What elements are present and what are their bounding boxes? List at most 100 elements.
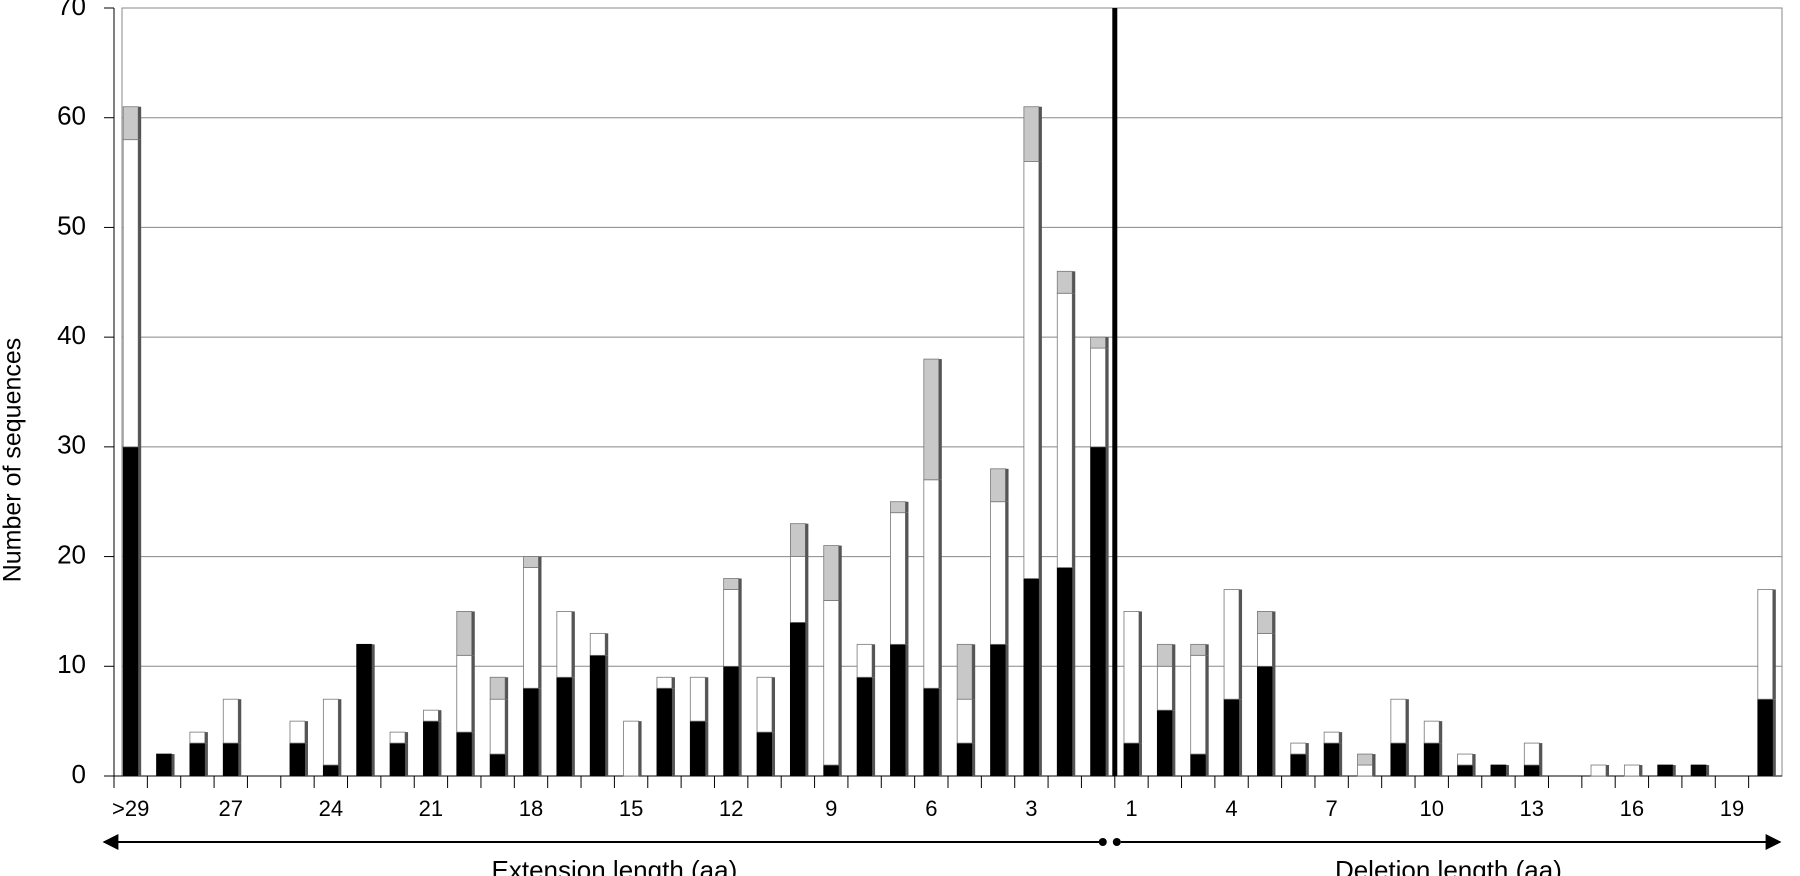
bar-segment — [1357, 753, 1373, 766]
x-tick-label: 21 — [419, 796, 443, 821]
bar-side — [338, 699, 342, 766]
bar-side — [1772, 699, 1776, 776]
x-tick-label: 13 — [1520, 796, 1544, 821]
x-tick-label: 24 — [319, 796, 343, 821]
bar-side — [938, 688, 942, 776]
bar-side — [1372, 754, 1376, 766]
y-tick-label: 60 — [57, 101, 86, 131]
bar-side — [805, 523, 809, 557]
bar-side — [238, 743, 242, 776]
x-tick-label: 16 — [1620, 796, 1644, 821]
bar-segment — [990, 501, 1006, 645]
x-tick-label: 4 — [1225, 796, 1237, 821]
bar-segment — [523, 567, 539, 689]
bar-side — [405, 743, 409, 776]
bar-segment — [1223, 698, 1240, 777]
bar-segment — [1156, 709, 1173, 777]
bar-segment — [389, 731, 406, 744]
bar-side — [1272, 666, 1276, 776]
bar-side — [1138, 743, 1142, 776]
bar-side — [1405, 743, 1409, 776]
bar-segment — [923, 687, 940, 777]
bar-segment — [1090, 446, 1107, 777]
bar-segment — [723, 589, 740, 667]
bar-segment — [1423, 720, 1440, 744]
bar-segment — [423, 709, 439, 722]
bar-segment — [1056, 292, 1073, 568]
bar-side — [1105, 446, 1109, 776]
bar-side — [1072, 293, 1076, 568]
bar-segment — [1357, 764, 1373, 777]
bar-segment — [589, 654, 606, 777]
bar-side — [138, 139, 142, 447]
bar-side — [605, 633, 609, 656]
y-tick-label: 0 — [72, 759, 86, 789]
bar-side — [571, 677, 575, 776]
bar-segment — [122, 106, 139, 141]
bar-side — [1606, 765, 1610, 776]
bar-segment — [723, 665, 740, 777]
bar-side — [1772, 589, 1776, 700]
bar-segment — [289, 742, 306, 777]
bar-side — [571, 611, 575, 678]
bar-side — [505, 677, 509, 700]
bar-side — [1272, 633, 1276, 667]
bar-side — [605, 655, 609, 776]
bar-side — [338, 765, 342, 776]
bar-side — [1005, 468, 1009, 502]
bar-side — [1305, 743, 1309, 755]
y-tick-label: 50 — [57, 210, 86, 240]
bar-side — [872, 644, 876, 678]
bar-side — [1239, 699, 1243, 776]
bar-side — [838, 600, 842, 766]
bar-segment — [956, 698, 973, 744]
bar-side — [1239, 589, 1243, 700]
bar-segment — [956, 742, 973, 777]
bar-segment — [589, 632, 606, 656]
bar-segment — [556, 611, 573, 678]
bar-side — [1405, 699, 1409, 744]
bar-segment — [1056, 270, 1073, 294]
bar-side — [838, 765, 842, 776]
bar-side — [1472, 754, 1476, 766]
bar-segment — [1290, 742, 1307, 755]
bar-side — [905, 512, 909, 645]
bar-side — [1305, 754, 1309, 776]
bar-side — [1172, 666, 1176, 711]
bar-side — [538, 567, 542, 689]
bar-segment — [689, 676, 706, 722]
bar-side — [438, 721, 442, 776]
bar-segment — [656, 676, 673, 689]
bar-segment — [1523, 764, 1540, 777]
bar-segment — [1423, 742, 1440, 777]
bar-segment — [1023, 578, 1040, 777]
bar-side — [538, 688, 542, 776]
bar-side — [938, 359, 942, 480]
bar-segment — [923, 358, 940, 481]
x-tick-label: 1 — [1125, 796, 1137, 821]
bar-segment — [1123, 742, 1140, 777]
bar-side — [1372, 765, 1376, 776]
bar-side — [1339, 732, 1343, 744]
bar-side — [738, 666, 742, 776]
bar-segment — [189, 742, 206, 777]
bar-side — [538, 556, 542, 568]
bar-side — [1706, 765, 1710, 776]
arrow-dot — [1112, 838, 1121, 846]
bar-side — [304, 743, 308, 776]
x-tick-label: 10 — [1419, 796, 1443, 821]
bar-segment — [656, 687, 673, 777]
bar-segment — [1190, 753, 1207, 777]
bar-side — [872, 677, 876, 776]
y-tick-label: 40 — [57, 320, 86, 350]
bar-side — [972, 644, 976, 700]
bar-segment — [1323, 742, 1340, 777]
bar-segment — [1056, 567, 1073, 777]
bar-side — [1205, 655, 1209, 755]
bar-side — [1672, 765, 1676, 776]
bar-segment — [1290, 753, 1307, 777]
bar-side — [1072, 567, 1076, 776]
bar-side — [1138, 611, 1142, 744]
bar-side — [138, 106, 142, 140]
